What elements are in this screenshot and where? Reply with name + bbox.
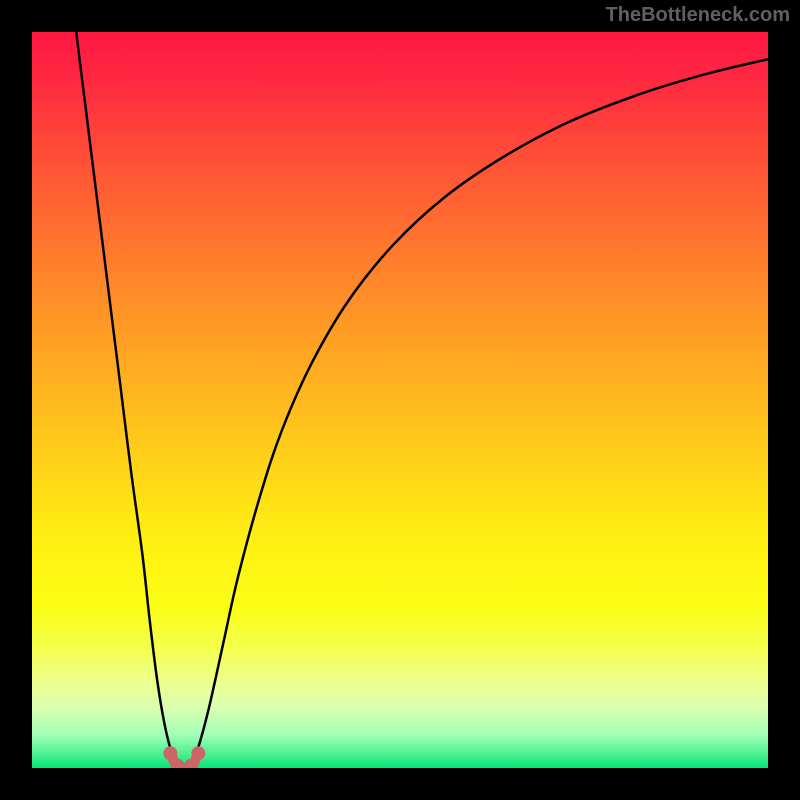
chart-container: TheBottleneck.com — [0, 0, 800, 800]
plot-area — [32, 32, 768, 768]
watermark-text: TheBottleneck.com — [606, 4, 790, 27]
curve-svg — [32, 32, 768, 768]
